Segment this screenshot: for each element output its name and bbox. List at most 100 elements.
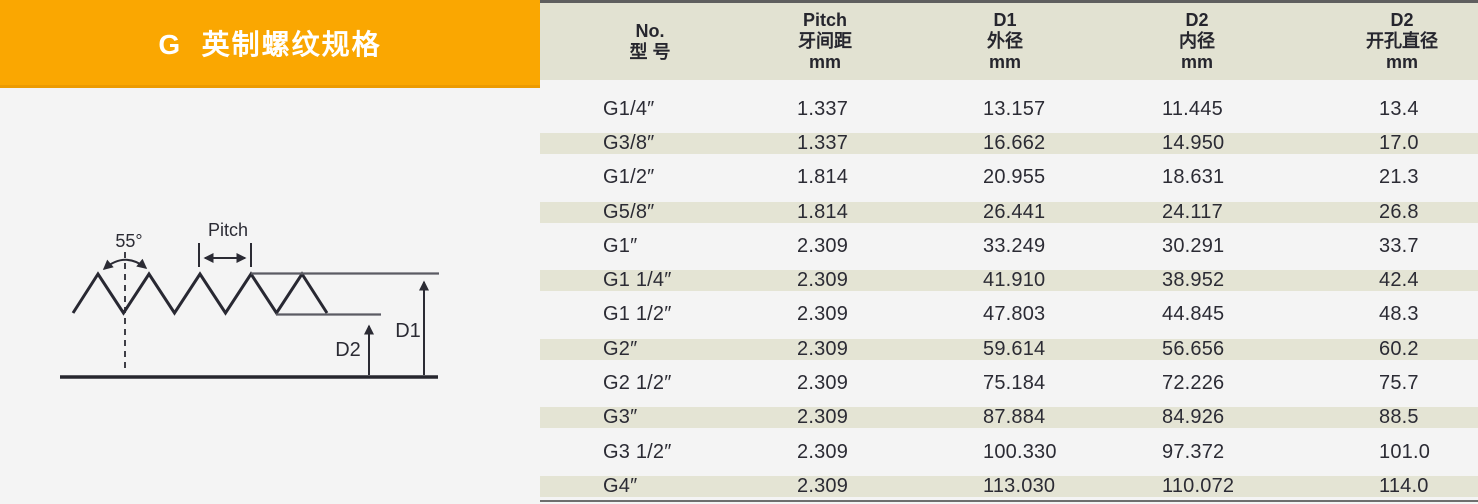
model-cell: G1/2″: [603, 166, 655, 189]
model-cell: G1″: [603, 234, 638, 257]
column-header-5: D2 开孔直径 mm: [1290, 3, 1478, 80]
column-header-line: mm: [988, 52, 1021, 72]
model-cell: G2″: [603, 337, 638, 360]
table-row: G5/8″ 1.814 26.441 24.117 26.8: [540, 195, 1478, 229]
value-cell: 1.337: [797, 97, 849, 120]
d1-label: D1: [395, 320, 421, 342]
value-cell: 26.8: [1379, 200, 1419, 223]
column-header-1: No. 型 号: [540, 3, 740, 80]
column-header-line: D1: [993, 10, 1017, 30]
value-cell: 1.814: [797, 166, 849, 189]
column-header-2: Pitch 牙间距 mm: [740, 3, 910, 80]
model-cell: G5/8″: [603, 200, 655, 223]
value-cell: 97.372: [1162, 440, 1225, 463]
value-cell: 2.309: [797, 234, 849, 257]
value-cell: 2.309: [797, 406, 849, 429]
value-cell: 59.614: [983, 337, 1046, 360]
value-cell: 2.309: [797, 474, 849, 497]
table-row: G3/8″ 1.337 16.662 14.950 17.0: [540, 126, 1478, 160]
value-cell: 20.955: [983, 166, 1046, 189]
table-row: G1 1/4″ 2.309 41.910 38.952 42.4: [540, 263, 1478, 297]
table-body: G1/4″ 1.337 13.157 11.445 13.4 G3/8″ 1.337 16.6…: [540, 92, 1478, 504]
pitch-label: Pitch: [208, 220, 248, 240]
angle-label: 55°: [115, 231, 142, 251]
angle-arc-arrow: [102, 258, 148, 270]
column-header-line: 外径: [987, 31, 1023, 51]
column-header-line: 开孔直径: [1366, 31, 1438, 51]
table-row: G1/2″ 1.814 20.955 18.631 21.3: [540, 161, 1478, 195]
table-row: G1″ 2.309 33.249 30.291 33.7: [540, 229, 1478, 263]
value-cell: 41.910: [983, 269, 1046, 292]
column-header-line: mm: [1385, 52, 1418, 72]
value-cell: 42.4: [1379, 269, 1419, 292]
column-header-line: mm: [1180, 52, 1213, 72]
value-cell: 14.950: [1162, 131, 1225, 154]
value-cell: 1.814: [797, 200, 849, 223]
row-stripe: G2 1/2″ 2.309 75.184 72.226 75.7: [540, 372, 1478, 395]
row-stripe: G1/2″ 1.814 20.955 18.631 21.3: [540, 166, 1478, 189]
value-cell: 60.2: [1379, 337, 1419, 360]
row-stripe: G1″ 2.309 33.249 30.291 33.7: [540, 234, 1478, 257]
value-cell: 33.249: [983, 234, 1046, 257]
value-cell: 13.157: [983, 97, 1046, 120]
table-row: G4″ 2.309 113.030 110.072 114.0: [540, 469, 1478, 503]
value-cell: 1.337: [797, 131, 849, 154]
spec-table: No. 型 号 Pitch 牙间距 mm D1 外径 mm D2 内径 mm D2 开孔直径 mm G1/…: [540, 0, 1478, 504]
value-cell: 13.4: [1379, 97, 1419, 120]
section-banner: G 英制螺纹规格: [0, 0, 540, 88]
column-header-line: 型 号: [629, 41, 671, 62]
value-cell: 114.0: [1379, 474, 1429, 497]
value-cell: 38.952: [1162, 269, 1225, 292]
row-stripe: G3 1/2″ 2.309 100.330 97.372 101.0: [540, 440, 1478, 463]
value-cell: 17.0: [1379, 131, 1419, 154]
value-cell: 101.0: [1379, 440, 1431, 463]
table-row: G2″ 2.309 59.614 56.656 60.2: [540, 332, 1478, 366]
model-cell: G2 1/2″: [603, 372, 672, 395]
column-header-line: No.: [635, 20, 665, 41]
column-header-line: 内径: [1179, 31, 1215, 51]
section-title: G 英制螺纹规格: [158, 28, 382, 60]
value-cell: 84.926: [1162, 406, 1225, 429]
d2-label: D2: [335, 339, 361, 361]
row-stripe: G5/8″ 1.814 26.441 24.117 26.8: [540, 200, 1478, 223]
value-cell: 100.330: [983, 440, 1057, 463]
value-cell: 113.030: [983, 474, 1056, 497]
value-cell: 33.7: [1379, 234, 1419, 257]
value-cell: 21.3: [1379, 166, 1419, 189]
row-stripe: G1 1/2″ 2.309 47.803 44.845 48.3: [540, 303, 1478, 326]
value-cell: 11.445: [1162, 97, 1223, 120]
table-row: G1 1/2″ 2.309 47.803 44.845 48.3: [540, 298, 1478, 332]
table-row: G2 1/2″ 2.309 75.184 72.226 75.7: [540, 366, 1478, 400]
value-cell: 48.3: [1379, 303, 1419, 326]
row-stripe: G2″ 2.309 59.614 56.656 60.2: [540, 337, 1478, 360]
value-cell: 2.309: [797, 440, 849, 463]
value-cell: 26.441: [983, 200, 1046, 223]
value-cell: 2.309: [797, 337, 849, 360]
value-cell: 30.291: [1162, 234, 1225, 257]
column-header-line: mm: [808, 52, 841, 72]
row-stripe: G3/8″ 1.337 16.662 14.950 17.0: [540, 131, 1478, 154]
column-header-3: D1 外径 mm: [910, 3, 1100, 80]
column-header-line: Pitch: [802, 10, 847, 30]
thread-profile-diagram: 55° Pitch D2 D1: [60, 220, 439, 379]
table-header: No. 型 号 Pitch 牙间距 mm D1 外径 mm D2 内径 mm D2 开孔直径 mm: [540, 3, 1478, 80]
value-cell: 2.309: [797, 372, 849, 395]
model-cell: G3/8″: [603, 131, 655, 154]
column-header-line: D2: [1185, 10, 1209, 30]
row-stripe: G3″ 2.309 87.884 84.926 88.5: [540, 406, 1478, 429]
column-header-line: 牙间距: [798, 31, 852, 51]
table-bottom-border: [540, 500, 1478, 502]
thread-zigzag: [71, 271, 329, 316]
model-cell: G3″: [603, 406, 638, 429]
value-cell: 75.7: [1379, 372, 1419, 395]
row-stripe: G4″ 2.309 113.030 110.072 114.0: [540, 474, 1478, 497]
value-cell: 18.631: [1162, 166, 1225, 189]
value-cell: 88.5: [1379, 406, 1419, 429]
value-cell: 56.656: [1162, 337, 1225, 360]
left-panel: G 英制螺纹规格 55° Pitch D2 D1: [0, 0, 540, 504]
model-cell: G1 1/4″: [603, 269, 672, 292]
value-cell: 72.226: [1162, 372, 1225, 395]
value-cell: 110.072: [1162, 474, 1235, 497]
column-header-line: D2: [1390, 10, 1414, 30]
value-cell: 2.309: [797, 269, 849, 292]
